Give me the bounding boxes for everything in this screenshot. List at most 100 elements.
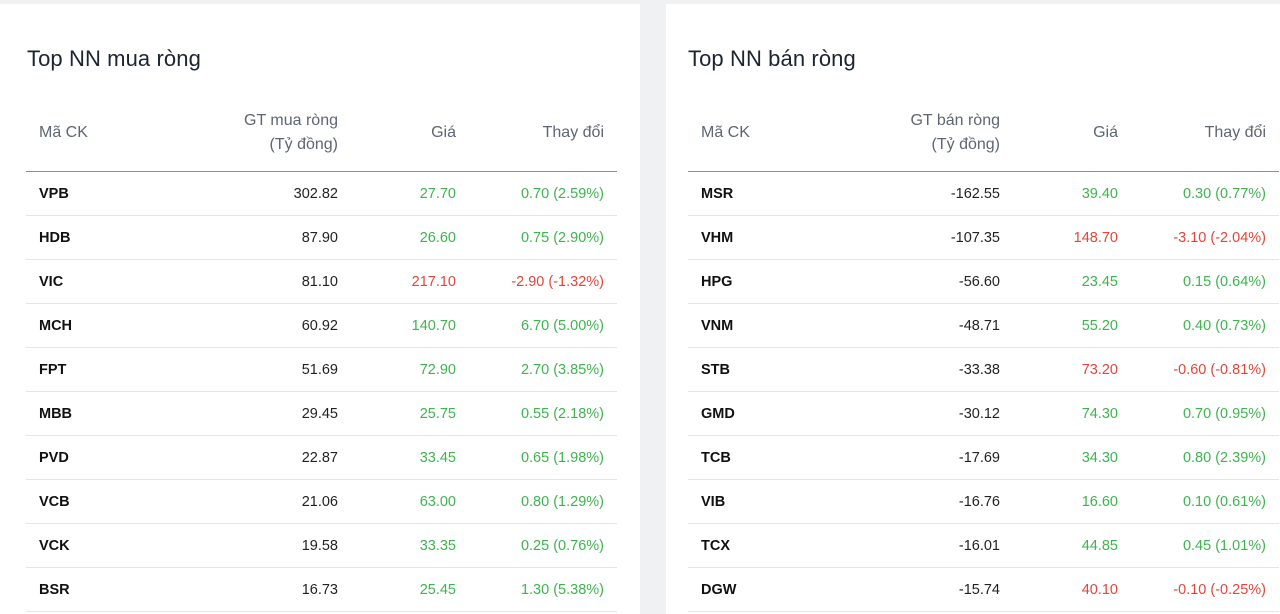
stock-code[interactable]: BSR [26,567,169,612]
table-row[interactable]: VNM -48.71 55.20 0.40 (0.73%) [688,303,1279,348]
price-change: 0.45 (1.01%) [1118,523,1279,568]
net-value: -162.55 [831,171,1000,216]
price: 72.90 [338,347,456,392]
column-header-value[interactable]: GT bán ròng (Tỷ đồng) [831,95,1000,172]
net-value: -17.69 [831,435,1000,480]
table-row[interactable]: DGW -15.74 40.10 -0.10 (-0.25%) [688,567,1279,612]
net-value: -48.71 [831,303,1000,348]
price: 33.35 [338,523,456,568]
net-buy-table: Mã CK GT mua ròng (Tỷ đồng) Giá Thay đổi… [26,95,617,612]
price: 74.30 [1000,391,1118,436]
price-change: 0.65 (1.98%) [456,435,617,480]
price: 23.45 [1000,259,1118,304]
stock-code[interactable]: VIB [688,479,831,524]
stock-code[interactable]: DGW [688,567,831,612]
stock-code[interactable]: VHM [688,215,831,260]
net-value: -16.76 [831,479,1000,524]
stock-code[interactable]: TCB [688,435,831,480]
table-row[interactable]: VHM -107.35 148.70 -3.10 (-2.04%) [688,215,1279,260]
price-change: 0.70 (2.59%) [456,171,617,216]
price: 55.20 [1000,303,1118,348]
price: 148.70 [1000,215,1118,260]
stock-code[interactable]: MBB [26,391,169,436]
price-change: 1.30 (5.38%) [456,567,617,612]
net-value: 19.58 [169,523,338,568]
price-change: 0.15 (0.64%) [1118,259,1279,304]
column-header-code[interactable]: Mã CK [26,95,169,172]
price: 25.75 [338,391,456,436]
header-line-2: (Tỷ đồng) [931,136,1000,153]
stock-code[interactable]: VNM [688,303,831,348]
price-change: -3.10 (-2.04%) [1118,215,1279,260]
stock-code[interactable]: STB [688,347,831,392]
table-row[interactable]: TCX -16.01 44.85 0.45 (1.01%) [688,523,1279,568]
price: 27.70 [338,171,456,216]
stock-code[interactable]: FPT [26,347,169,392]
table-row[interactable]: HDB 87.90 26.60 0.75 (2.90%) [26,215,617,260]
price: 44.85 [1000,523,1118,568]
price: 217.10 [338,259,456,304]
price-change: 0.55 (2.18%) [456,391,617,436]
table-row[interactable]: MSR -162.55 39.40 0.30 (0.77%) [688,171,1279,216]
net-value: -16.01 [831,523,1000,568]
price: 26.60 [338,215,456,260]
price-change: 0.25 (0.76%) [456,523,617,568]
stock-code[interactable]: TCX [688,523,831,568]
stock-code[interactable]: VCK [26,523,169,568]
net-value: 81.10 [169,259,338,304]
table-row[interactable]: PVD 22.87 33.45 0.65 (1.98%) [26,435,617,480]
column-header-change[interactable]: Thay đổi [1118,95,1279,172]
stock-code[interactable]: PVD [26,435,169,480]
price: 33.45 [338,435,456,480]
column-header-value[interactable]: GT mua ròng (Tỷ đồng) [169,95,338,172]
net-value: 22.87 [169,435,338,480]
table-row[interactable]: VCB 21.06 63.00 0.80 (1.29%) [26,479,617,524]
price: 39.40 [1000,171,1118,216]
stock-code[interactable]: VPB [26,171,169,216]
table-row[interactable]: VPB 302.82 27.70 0.70 (2.59%) [26,171,617,216]
top-net-buy-panel: Top NN mua ròng Mã CK GT mua ròng (Tỷ đồ… [0,4,640,614]
table-row[interactable]: VIC 81.10 217.10 -2.90 (-1.32%) [26,259,617,304]
table-row[interactable]: BSR 16.73 25.45 1.30 (5.38%) [26,567,617,612]
stock-code[interactable]: MSR [688,171,831,216]
price: 73.20 [1000,347,1118,392]
price-change: 0.80 (1.29%) [456,479,617,524]
net-value: 60.92 [169,303,338,348]
price: 140.70 [338,303,456,348]
table-body: VPB 302.82 27.70 0.70 (2.59%) HDB 87.90 26.60 0… [26,171,617,612]
price-change: 2.70 (3.85%) [456,347,617,392]
price: 25.45 [338,567,456,612]
stock-code[interactable]: MCH [26,303,169,348]
stock-code[interactable]: HPG [688,259,831,304]
price-change: 0.40 (0.73%) [1118,303,1279,348]
table-row[interactable]: VCK 19.58 33.35 0.25 (0.76%) [26,523,617,568]
table-row[interactable]: HPG -56.60 23.45 0.15 (0.64%) [688,259,1279,304]
table-row[interactable]: GMD -30.12 74.30 0.70 (0.95%) [688,391,1279,436]
stock-code[interactable]: GMD [688,391,831,436]
table-row[interactable]: MBB 29.45 25.75 0.55 (2.18%) [26,391,617,436]
table-row[interactable]: TCB -17.69 34.30 0.80 (2.39%) [688,435,1279,480]
column-header-change[interactable]: Thay đổi [456,95,617,172]
table-row[interactable]: VIB -16.76 16.60 0.10 (0.61%) [688,479,1279,524]
header-line-1: GT mua ròng [244,112,338,129]
table-header-row: Mã CK GT bán ròng (Tỷ đồng) Giá Thay đổi [688,95,1279,172]
table-header-row: Mã CK GT mua ròng (Tỷ đồng) Giá Thay đổi [26,95,617,172]
stock-code[interactable]: VIC [26,259,169,304]
price-change: -2.90 (-1.32%) [456,259,617,304]
stock-code[interactable]: HDB [26,215,169,260]
price-change: -0.60 (-0.81%) [1118,347,1279,392]
column-header-price[interactable]: Giá [1000,95,1118,172]
table-row[interactable]: STB -33.38 73.20 -0.60 (-0.81%) [688,347,1279,392]
panel-title: Top NN mua ròng [27,46,201,71]
column-header-price[interactable]: Giá [338,95,456,172]
header-line-1: GT bán ròng [910,112,1000,129]
column-header-code[interactable]: Mã CK [688,95,831,172]
net-value: -30.12 [831,391,1000,436]
table-row[interactable]: MCH 60.92 140.70 6.70 (5.00%) [26,303,617,348]
price: 63.00 [338,479,456,524]
net-value: -56.60 [831,259,1000,304]
table-row[interactable]: FPT 51.69 72.90 2.70 (3.85%) [26,347,617,392]
price-change: 0.75 (2.90%) [456,215,617,260]
stock-code[interactable]: VCB [26,479,169,524]
net-value: 29.45 [169,391,338,436]
